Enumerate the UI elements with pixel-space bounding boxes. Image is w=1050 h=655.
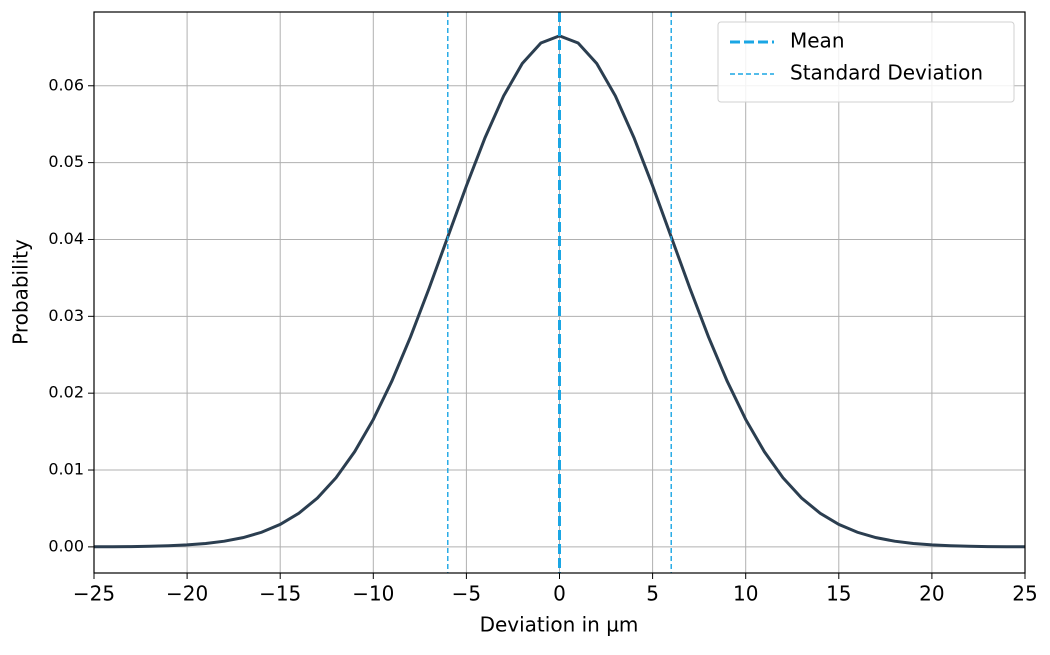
x-tick-label: 0 (553, 582, 566, 606)
y-tick-label: 0.04 (48, 229, 84, 248)
x-tick-label: −20 (166, 582, 208, 606)
x-tick-label: 5 (646, 582, 659, 606)
y-tick-label: 0.00 (48, 536, 84, 555)
x-tick-label: 15 (826, 582, 851, 606)
plot-frame (93, 11, 1026, 574)
x-tick-label: 10 (733, 582, 758, 606)
y-tick-label: 0.02 (48, 383, 84, 402)
y-tick-label: 0.05 (48, 152, 84, 171)
x-tick-label: −5 (452, 582, 481, 606)
x-tick-label: 20 (919, 582, 944, 606)
y-tick-label: 0.01 (48, 460, 84, 479)
y-axis-label: Probability (9, 239, 33, 345)
legend: Mean Standard Deviation (717, 21, 1015, 103)
y-tick-label: 0.06 (48, 75, 84, 94)
x-tick-label: −25 (73, 582, 115, 606)
legend-label: Mean (790, 29, 845, 53)
legend-box (717, 21, 1015, 103)
x-tick-label: −15 (259, 582, 301, 606)
y-tick-label: 0.03 (48, 306, 84, 325)
x-tick-label: 25 (1012, 582, 1037, 606)
x-axis-label: Deviation in µm (480, 613, 639, 637)
x-tick-label: −10 (352, 582, 394, 606)
legend-label: Standard Deviation (790, 61, 983, 85)
